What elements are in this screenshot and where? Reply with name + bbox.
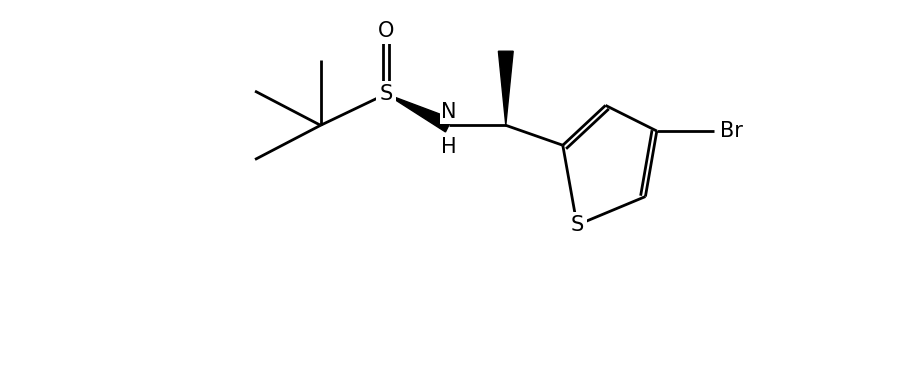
Text: S: S: [379, 84, 393, 104]
Polygon shape: [498, 51, 514, 125]
Text: Br: Br: [720, 121, 743, 141]
Text: N: N: [441, 102, 456, 123]
Text: H: H: [441, 137, 456, 157]
Text: S: S: [571, 215, 584, 235]
Polygon shape: [386, 94, 452, 132]
Text: O: O: [378, 21, 395, 41]
